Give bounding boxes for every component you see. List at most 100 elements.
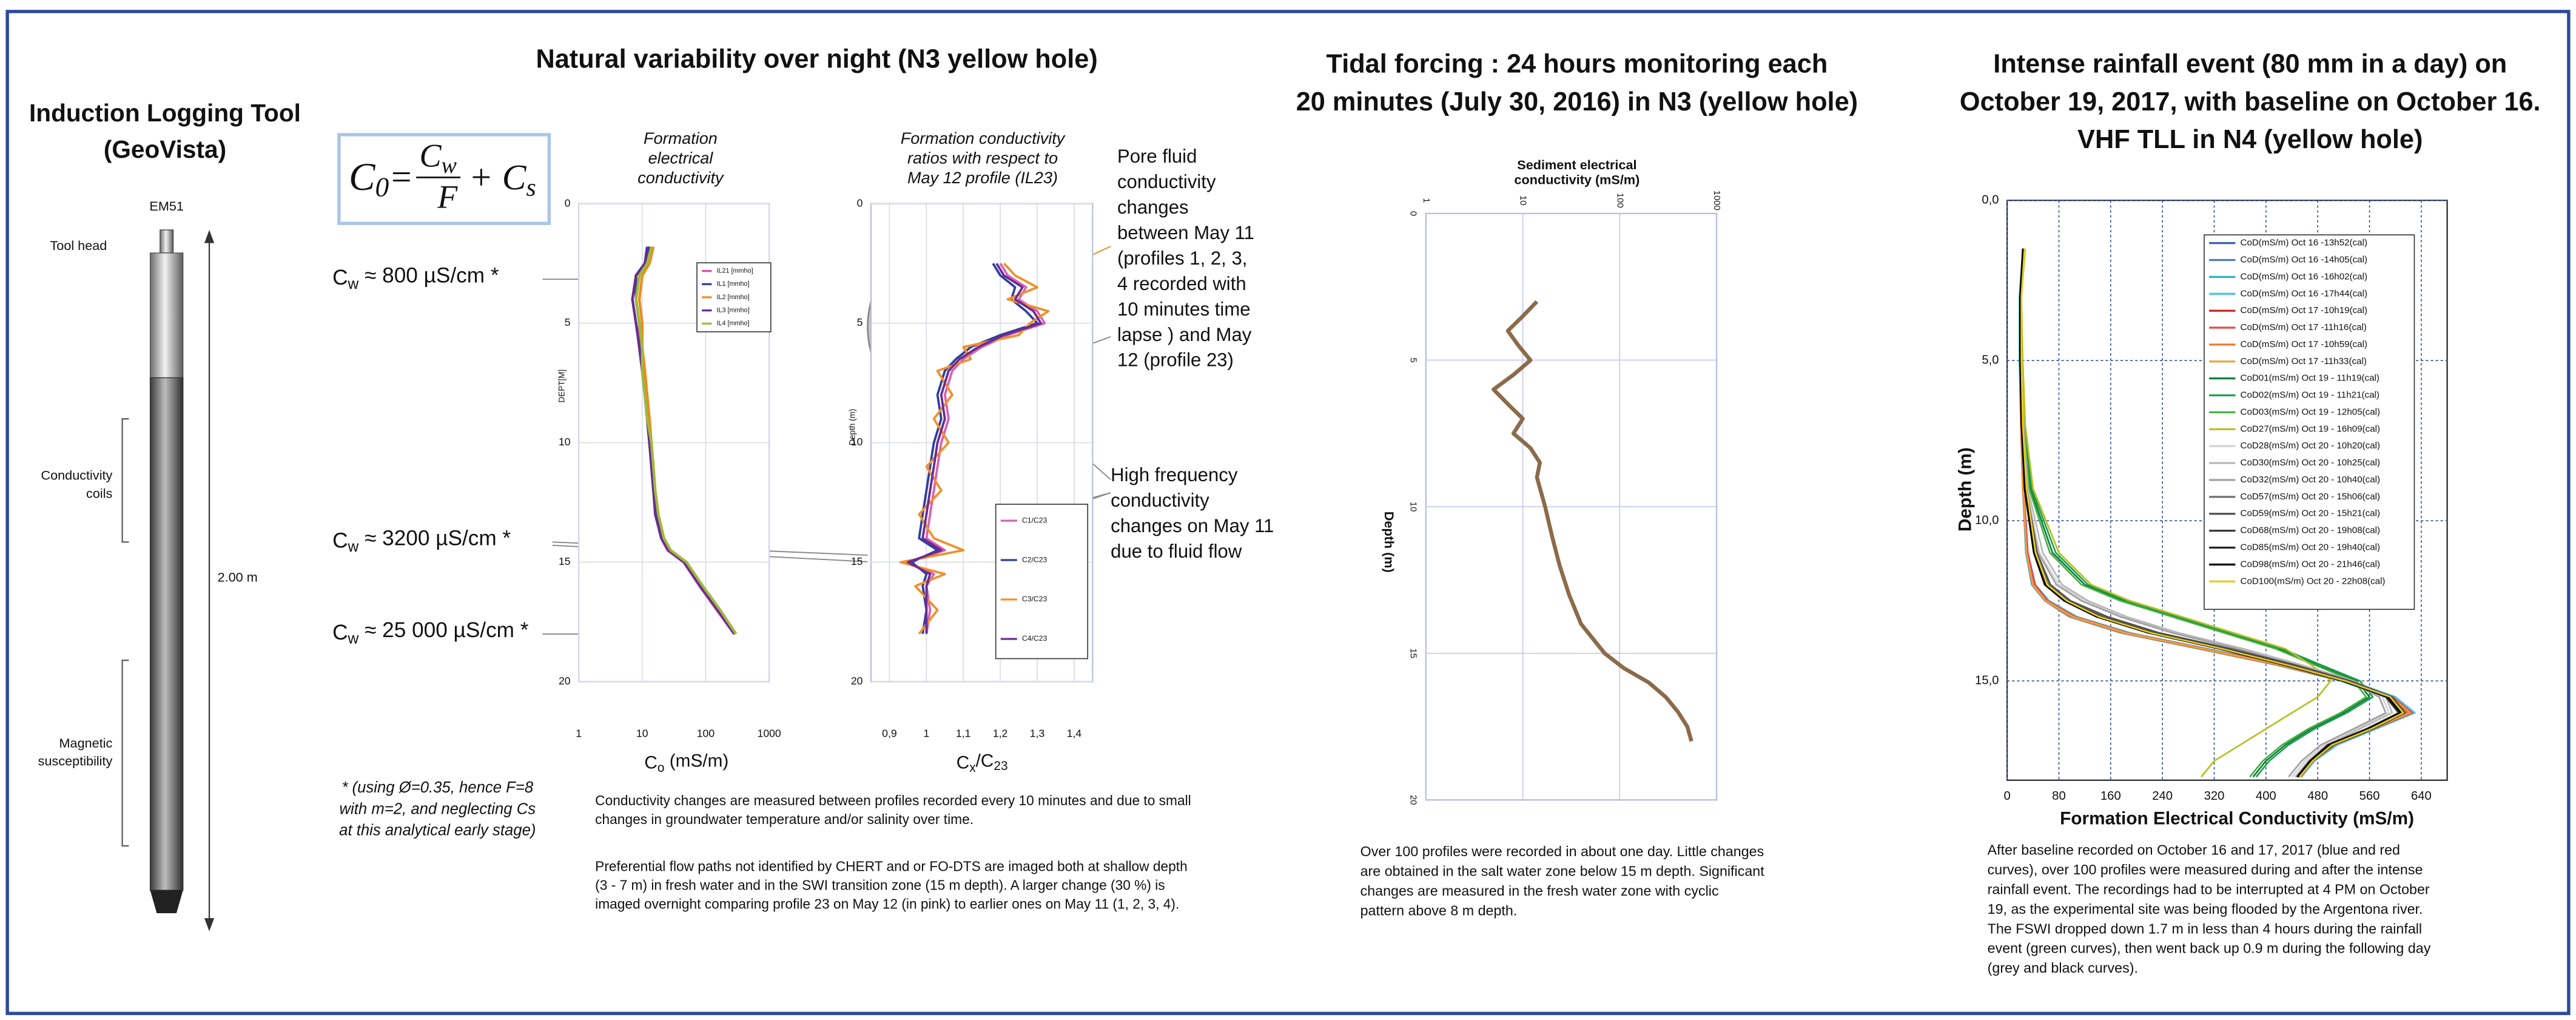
caption: The FSWI dropped down 1.7 m in less than…: [1988, 920, 2422, 936]
y-axis-label: Depth (m): [1382, 512, 1397, 573]
profile-line: [2020, 248, 2404, 778]
x-tick-label: 160: [2100, 789, 2121, 803]
y-tick-label: 5: [857, 316, 863, 328]
legend-label: IL21 [mmho]: [716, 268, 753, 275]
text-part: w: [347, 275, 358, 292]
legend-label: CoD57(mS/m) Oct 20 - 15h06(cal): [2241, 491, 2381, 502]
x-tick-label: 10: [636, 728, 648, 740]
legend-label: CoD(mS/m) Oct 16 -13h52(cal): [2241, 238, 2368, 248]
pore-callout: 4 recorded with: [1117, 273, 1246, 294]
text-part: ≈ 3200 µS/cm *: [358, 527, 511, 550]
chart-title: Formation: [644, 129, 718, 147]
profile-line: [906, 263, 1043, 634]
x-tick-label: 1,1: [956, 728, 970, 740]
pore-callout: (profiles 1, 2, 3,: [1117, 248, 1247, 269]
legend-label: IL3 [mmho]: [716, 306, 749, 314]
legend-label: CoD30(mS/m) Oct 20 - 10h25(cal): [2241, 458, 2381, 468]
chart-title: conductivity: [637, 169, 724, 187]
magnetic-label: susceptibility: [38, 754, 113, 769]
text-part: + C: [469, 157, 527, 197]
y-tick-label: 5: [565, 316, 571, 328]
chart-title: conductivity (mS/m): [1515, 172, 1640, 187]
x-tick-label: 100: [697, 728, 715, 740]
y-tick-label: 15: [1408, 648, 1417, 658]
y-tick-label: 15: [851, 555, 863, 567]
paragraph: imaged overnight comparing profile 23 on…: [595, 896, 1179, 912]
y-tick-label: 0,0: [1982, 194, 1999, 207]
panel-title: VHF TLL in N4 (yellow hole): [2077, 125, 2423, 154]
paragraph: (3 - 7 m) in fresh water and in the SWI …: [595, 877, 1165, 893]
y-axis-label: Depth (m): [848, 409, 857, 445]
legend-label: CoD27(mS/m) Oct 19 - 16h09(cal): [2241, 424, 2381, 434]
x-tick-label: 240: [2152, 789, 2173, 803]
x-tick-label: 480: [2307, 789, 2328, 803]
text-part: C: [644, 753, 657, 773]
legend-box: [2204, 234, 2415, 610]
cw-annotation: Cw ≈ 800 µS/cm *: [332, 264, 499, 292]
pore-callout: conductivity: [1117, 171, 1216, 192]
magnetic-label: Magnetic: [59, 735, 113, 751]
y-tick-label: 10: [1408, 502, 1417, 512]
tool-drawing: [121, 229, 215, 931]
profile-line: [631, 246, 736, 635]
legend-label: CoD59(mS/m) Oct 20 - 15h21(cal): [2241, 508, 2381, 519]
legend-label: C4/C23: [1022, 634, 1048, 643]
paragraph: changes in groundwater temperature and/o…: [595, 811, 974, 827]
y-tick-label: 0: [857, 197, 863, 209]
chart-title: electrical: [648, 149, 714, 167]
profile-line: [634, 246, 738, 635]
legend-label: CoD85(mS/m) Oct 20 - 19h40(cal): [2241, 542, 2381, 552]
equation-denominator: F: [437, 179, 458, 215]
text-part: 0: [375, 172, 389, 203]
x-axis-label: Formation Electrical Conductivity (mS/m): [2060, 809, 2414, 829]
x-tick-label: 1,4: [1067, 728, 1082, 740]
hf-callout: changes on May 11: [1111, 515, 1274, 536]
y-tick-label: 10: [559, 436, 571, 448]
panel-title: October 19, 2017, with baseline on Octob…: [1960, 87, 2541, 117]
tool-head-label: Tool head: [50, 238, 107, 253]
x-tick-label: 1000: [758, 728, 781, 740]
legend-label: CoD98(mS/m) Oct 20 - 21h46(cal): [2241, 559, 2381, 569]
legend-label: CoD03(mS/m) Oct 19 - 12h05(cal): [2241, 407, 2381, 417]
legend-label: CoD(mS/m) Oct 17 -11h33(cal): [2241, 356, 2367, 366]
text-part: s: [526, 174, 536, 201]
caption: pattern above 8 m depth.: [1360, 902, 1518, 918]
caption: After baseline recorded on October 16 an…: [1988, 842, 2400, 857]
paragraph: Conductivity changes are measured betwee…: [595, 792, 1191, 808]
x-tick-label: 1,2: [993, 728, 1007, 740]
x-tick-label: 0: [2003, 789, 2010, 803]
chart-title: Sediment electrical: [1517, 157, 1636, 172]
y-tick-label: 20: [1408, 795, 1417, 805]
x-tick-label: 100: [1615, 193, 1624, 208]
hf-callout: due to fluid flow: [1111, 541, 1242, 562]
legend-label: CoD02(mS/m) Oct 19 - 11h21(cal): [2241, 390, 2379, 400]
text-part: C: [332, 266, 348, 289]
pore-callout: lapse ) and May: [1117, 324, 1252, 345]
text-part: ≈ 800 µS/cm *: [358, 264, 499, 288]
pore-callout: 12 (profile 23): [1117, 350, 1234, 371]
tool-length: 2.00 m: [218, 570, 258, 585]
coils-label: Conductivity: [41, 468, 112, 483]
x-tick-label: 1: [576, 728, 582, 740]
chart-title: May 12 profile (IL23): [907, 169, 1058, 187]
profile-line: [1491, 300, 1693, 742]
text-part: C: [332, 529, 348, 553]
y-tick-label: 10: [851, 436, 863, 448]
y-tick-label: 15: [559, 555, 571, 567]
legend-box: [995, 504, 1089, 660]
paragraph: Preferential flow paths not identified b…: [595, 858, 1188, 874]
pore-callout: between May 11: [1117, 222, 1254, 243]
text-part: C: [332, 621, 348, 644]
footnote: * (using Ø=0.35, hence F=8: [341, 779, 533, 796]
x-tick-label: 640: [2411, 789, 2432, 803]
y-axis-label: DEPT[M]: [557, 370, 567, 403]
legend-label: CoD32(mS/m) Oct 20 - 10h40(cal): [2241, 475, 2381, 485]
x-tick-label: 320: [2204, 789, 2225, 803]
y-tick-label: 5,0: [1982, 354, 1999, 367]
text-part: /C: [976, 751, 994, 771]
pore-callout: Pore fluid: [1117, 146, 1197, 167]
y-tick-label: 10,0: [1975, 514, 1999, 527]
text-part: (mS/m): [664, 751, 728, 771]
legend-label: CoD(mS/m) Oct 17 -10h19(cal): [2241, 305, 2368, 316]
